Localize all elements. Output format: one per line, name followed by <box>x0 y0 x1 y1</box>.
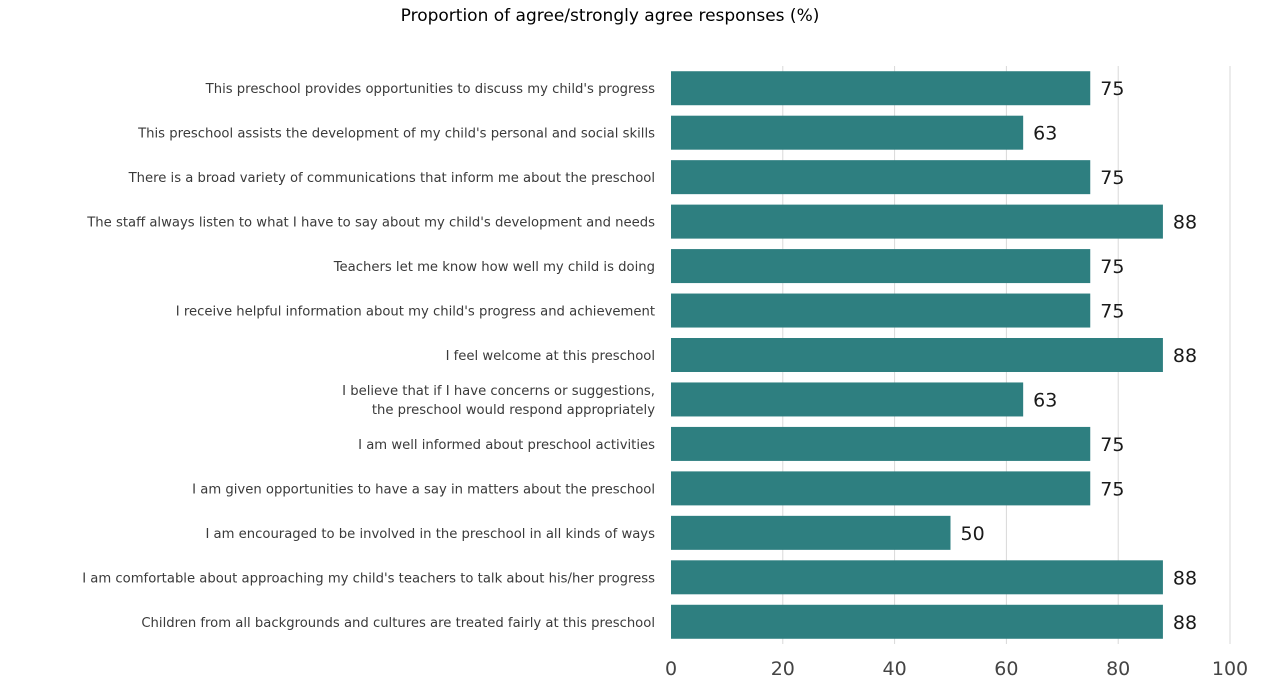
bar <box>671 204 1163 239</box>
bar <box>671 249 1091 284</box>
data-label: 75 <box>1100 78 1124 100</box>
category-label: Teachers let me know how well my child i… <box>333 260 655 275</box>
category-label: This preschool assists the development o… <box>137 127 655 142</box>
category-label: The staff always listen to what I have t… <box>86 216 655 231</box>
category-label: the preschool would respond appropriatel… <box>372 403 655 418</box>
x-tick-label: 20 <box>771 658 795 680</box>
bar <box>671 293 1091 328</box>
chart-title: Proportion of agree/strongly agree respo… <box>400 6 820 26</box>
bar <box>671 426 1091 461</box>
data-label: 75 <box>1100 478 1124 500</box>
data-label: 88 <box>1173 612 1197 634</box>
bar <box>671 560 1163 595</box>
data-label: 75 <box>1100 301 1124 323</box>
x-tick-label: 100 <box>1212 658 1248 680</box>
data-label: 88 <box>1173 345 1197 367</box>
category-label: This preschool provides opportunities to… <box>205 82 655 97</box>
bar <box>671 604 1163 639</box>
bar <box>671 115 1024 150</box>
category-label: There is a broad variety of communicatio… <box>128 171 655 186</box>
bar <box>671 471 1091 506</box>
x-tick-label: 0 <box>665 658 677 680</box>
bar <box>671 338 1163 372</box>
x-tick-label: 40 <box>883 658 907 680</box>
bar <box>671 515 951 550</box>
x-tick-label: 80 <box>1106 658 1130 680</box>
bar <box>671 71 1091 106</box>
data-label: 88 <box>1173 567 1197 589</box>
category-label: Children from all backgrounds and cultur… <box>141 616 655 631</box>
data-label: 50 <box>961 523 985 545</box>
data-label: 63 <box>1033 123 1057 145</box>
bar <box>671 382 1024 417</box>
data-label: 88 <box>1173 212 1197 234</box>
category-label: I believe that if I have concerns or sug… <box>342 384 655 399</box>
x-tick-label: 60 <box>994 658 1018 680</box>
category-label: I am well informed about preschool activ… <box>358 438 655 453</box>
category-label: I feel welcome at this preschool <box>446 349 655 364</box>
category-label: I am encouraged to be involved in the pr… <box>205 527 655 542</box>
data-label: 75 <box>1100 434 1124 456</box>
category-label: I receive helpful information about my c… <box>176 305 655 320</box>
data-label: 75 <box>1100 256 1124 278</box>
category-label: I am comfortable about approaching my ch… <box>82 571 655 586</box>
category-label: I am given opportunities to have a say i… <box>192 482 655 497</box>
data-label: 75 <box>1100 167 1124 189</box>
bar <box>671 160 1091 195</box>
data-label: 63 <box>1033 389 1057 411</box>
